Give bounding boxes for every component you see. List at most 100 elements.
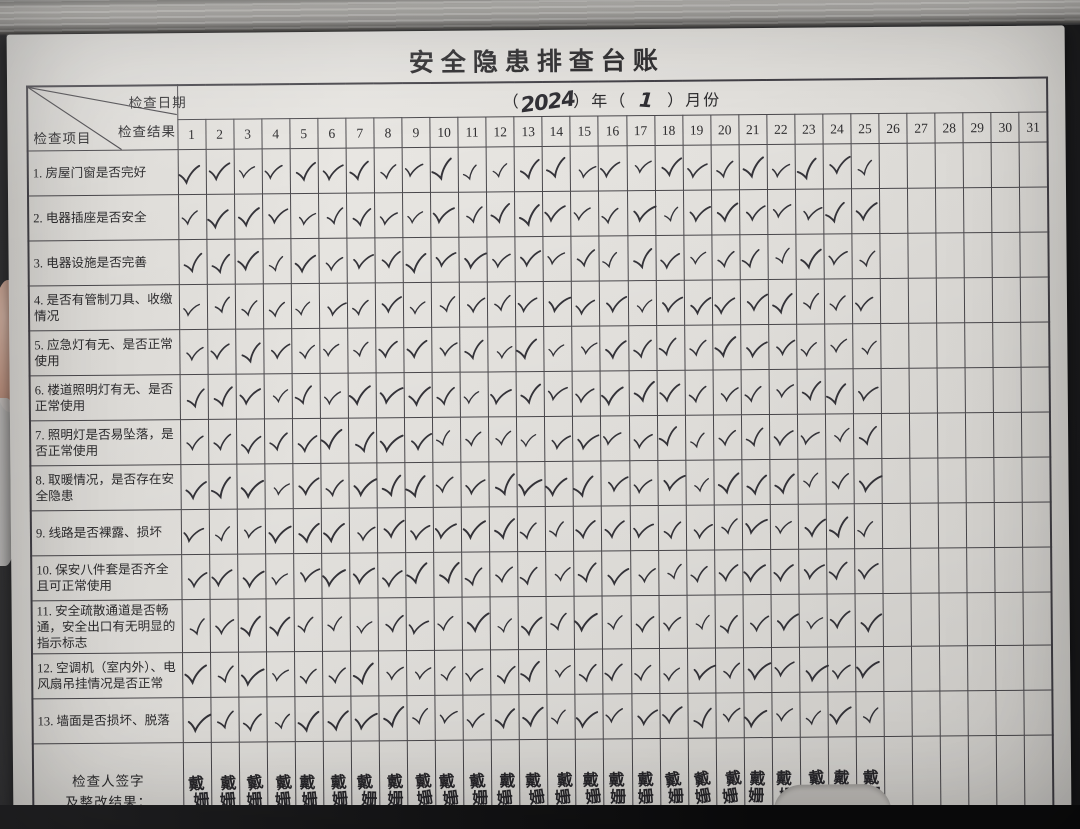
check-cell — [851, 188, 880, 234]
check-cell — [908, 233, 937, 279]
handwritten-check-mark — [325, 256, 344, 272]
day-header-cell: 7 — [345, 117, 375, 149]
check-cell — [883, 646, 913, 692]
handwritten-check-mark — [352, 207, 372, 227]
day-header-cell: 25 — [850, 113, 880, 144]
check-cell — [487, 326, 517, 372]
handwritten-check-mark — [519, 521, 538, 540]
check-cell — [264, 463, 294, 509]
check-cell — [262, 283, 292, 329]
check-cell — [377, 507, 406, 553]
check-cell — [237, 553, 266, 600]
check-cell — [627, 280, 657, 326]
handwritten-check-mark — [467, 612, 490, 633]
check-cell — [291, 373, 321, 419]
check-cell — [488, 416, 518, 462]
check-cell — [263, 328, 292, 374]
item-row: 11. 安全疏散通道是否畅通，安全出口有无明显的指示标志 — [31, 592, 1052, 655]
check-cell — [797, 458, 827, 505]
handwritten-check-mark — [492, 253, 512, 268]
handwritten-check-mark — [636, 298, 652, 313]
handwritten-check-mark — [632, 339, 652, 359]
handwritten-check-mark — [408, 385, 431, 407]
handwritten-check-mark — [745, 204, 766, 222]
handwritten-check-mark — [774, 520, 792, 535]
check-cell — [237, 598, 267, 653]
check-cell — [207, 329, 236, 375]
check-cell — [963, 142, 992, 188]
handwritten-check-mark — [607, 567, 630, 586]
check-cell — [711, 279, 741, 325]
check-cell — [657, 505, 687, 551]
check-cell — [883, 691, 913, 737]
check-cell — [574, 595, 603, 650]
handwritten-check-mark — [211, 568, 233, 587]
check-cell — [459, 281, 488, 328]
handwritten-check-mark — [551, 709, 567, 725]
handwritten-check-mark — [634, 160, 652, 174]
handwritten-check-mark — [297, 616, 314, 633]
check-cell — [209, 599, 239, 653]
check-cell — [294, 651, 323, 697]
check-cell — [656, 370, 686, 416]
item-label: 12. 空调机（室内外）、电风扇吊挂情况是否正常 — [32, 652, 183, 700]
check-cell — [406, 695, 436, 741]
check-cell — [402, 192, 431, 238]
handwritten-check-mark — [803, 472, 819, 488]
check-cell — [881, 458, 911, 504]
inspection-table: 检查日期 检查结果 检查项目 （2024）年（ 1 ）月份 1 2 3 4 5 6 7 8 9 10 1… — [26, 76, 1055, 829]
handwritten-check-mark — [431, 157, 452, 181]
check-cell — [940, 691, 969, 737]
check-cell — [515, 281, 544, 327]
check-cell — [823, 188, 852, 235]
check-cell — [487, 281, 516, 327]
check-cell — [432, 462, 462, 508]
check-cell — [430, 147, 459, 193]
check-cell — [321, 553, 350, 599]
handwritten-check-mark — [385, 614, 404, 633]
check-cell — [627, 235, 656, 281]
check-cell — [404, 417, 433, 463]
day-header-cell: 12 — [486, 116, 515, 147]
check-cell — [294, 696, 324, 742]
day-header-cell: 4 — [261, 118, 290, 149]
handwritten-check-mark — [632, 247, 652, 269]
handwritten-check-mark — [439, 561, 460, 584]
handwritten-check-mark — [436, 386, 456, 406]
check-cell — [547, 694, 576, 740]
handwritten-check-mark — [579, 165, 597, 179]
handwritten-check-mark — [242, 570, 265, 589]
check-cell — [349, 597, 379, 652]
check-cell — [546, 596, 575, 650]
handwritten-check-mark — [545, 477, 568, 497]
check-cell — [966, 457, 995, 503]
check-cell — [630, 648, 660, 695]
check-cell — [768, 369, 798, 415]
check-cell — [1021, 367, 1050, 413]
check-cell — [908, 278, 937, 324]
handwritten-check-mark — [804, 518, 826, 538]
handwritten-check-mark — [354, 712, 378, 731]
check-cell — [965, 367, 994, 413]
signature-char: 戴 — [385, 771, 404, 792]
handwritten-check-mark — [495, 472, 516, 496]
handwritten-check-mark — [775, 707, 793, 722]
handwritten-check-mark — [496, 345, 513, 359]
check-cell — [1023, 645, 1053, 691]
signature-char: 戴 — [636, 769, 654, 790]
check-cell — [713, 459, 742, 505]
check-cell — [406, 597, 435, 651]
item-label: 4. 是否有管制刀具、收缴情况 — [28, 284, 180, 331]
check-cell — [462, 650, 492, 696]
check-cell — [995, 645, 1025, 691]
handwritten-check-mark — [548, 386, 569, 401]
check-cell — [659, 693, 688, 739]
check-cell — [994, 547, 1024, 593]
handwritten-check-mark — [771, 292, 793, 315]
signature-char: 姗 — [747, 786, 764, 806]
day-header-cell: 28 — [935, 112, 964, 144]
handwritten-check-mark — [432, 206, 455, 224]
day-header-cell: 24 — [822, 113, 852, 145]
check-cell — [179, 329, 208, 375]
check-cell — [796, 279, 825, 325]
